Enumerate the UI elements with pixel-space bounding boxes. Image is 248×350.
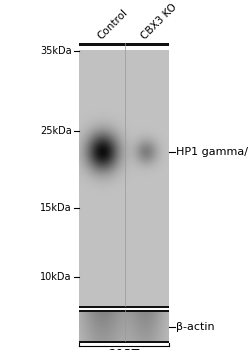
Text: 25kDa: 25kDa (40, 126, 72, 136)
Bar (79, 312, 169, 341)
Text: HP1 gamma/CBX3: HP1 gamma/CBX3 (176, 147, 248, 157)
Text: 293T: 293T (108, 348, 140, 350)
Text: CBX3 KO: CBX3 KO (139, 1, 179, 41)
Bar (79, 306, 169, 308)
Text: 15kDa: 15kDa (40, 203, 72, 213)
Text: Control: Control (96, 7, 130, 41)
Text: 10kDa: 10kDa (40, 272, 72, 281)
Bar (79, 43, 169, 46)
Bar (79, 51, 169, 306)
Text: 35kDa: 35kDa (40, 46, 72, 56)
Bar (79, 310, 169, 312)
Bar (79, 341, 169, 343)
Text: β-actin: β-actin (176, 322, 215, 332)
